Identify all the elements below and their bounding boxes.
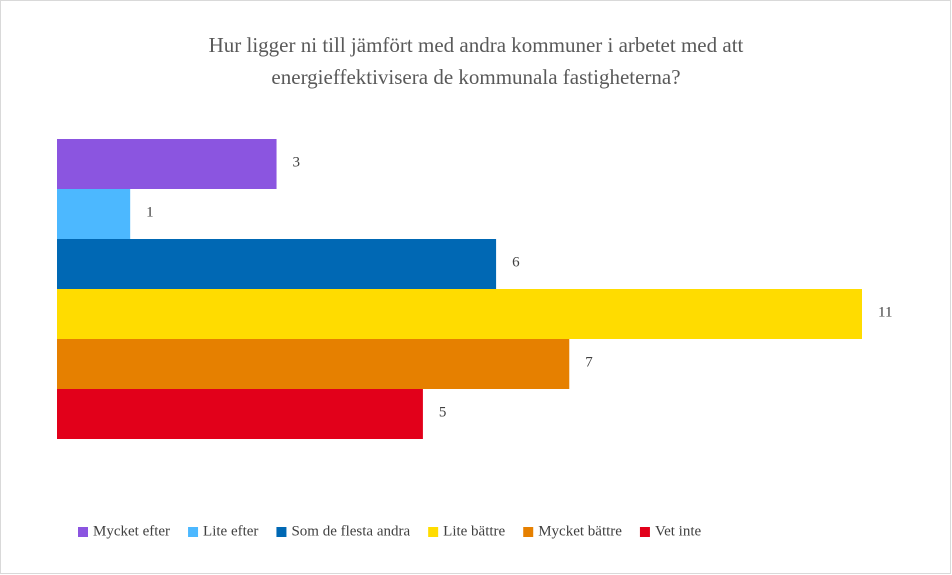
legend-swatch (639, 527, 650, 537)
data-label: 1 (146, 204, 154, 220)
legend-label: Som de flesta andra (291, 523, 410, 539)
legend-label: Mycket bättre (538, 523, 622, 539)
bar (57, 339, 570, 389)
legend-swatch (276, 527, 287, 537)
legend-label: Mycket efter (93, 523, 170, 539)
bar (57, 189, 131, 239)
legend-swatch (78, 527, 88, 537)
legend-swatch (428, 527, 439, 537)
data-label: 5 (439, 404, 447, 420)
data-label: 6 (512, 254, 520, 270)
data-label: 11 (878, 304, 892, 320)
bar (57, 139, 277, 189)
bar (57, 239, 497, 289)
legend-label: Lite efter (203, 523, 258, 539)
data-label: 3 (293, 154, 301, 170)
chart-title: energieffektivisera de kommunala fastigh… (271, 65, 680, 89)
legend-swatch (523, 527, 534, 537)
chart-title: Hur ligger ni till jämfört med andra kom… (209, 33, 744, 57)
legend-swatch (188, 527, 199, 537)
bar (57, 289, 862, 339)
legend-label: Lite bättre (443, 523, 505, 539)
bar (57, 389, 423, 439)
legend-label: Vet inte (655, 523, 702, 539)
data-label: 7 (585, 354, 593, 370)
